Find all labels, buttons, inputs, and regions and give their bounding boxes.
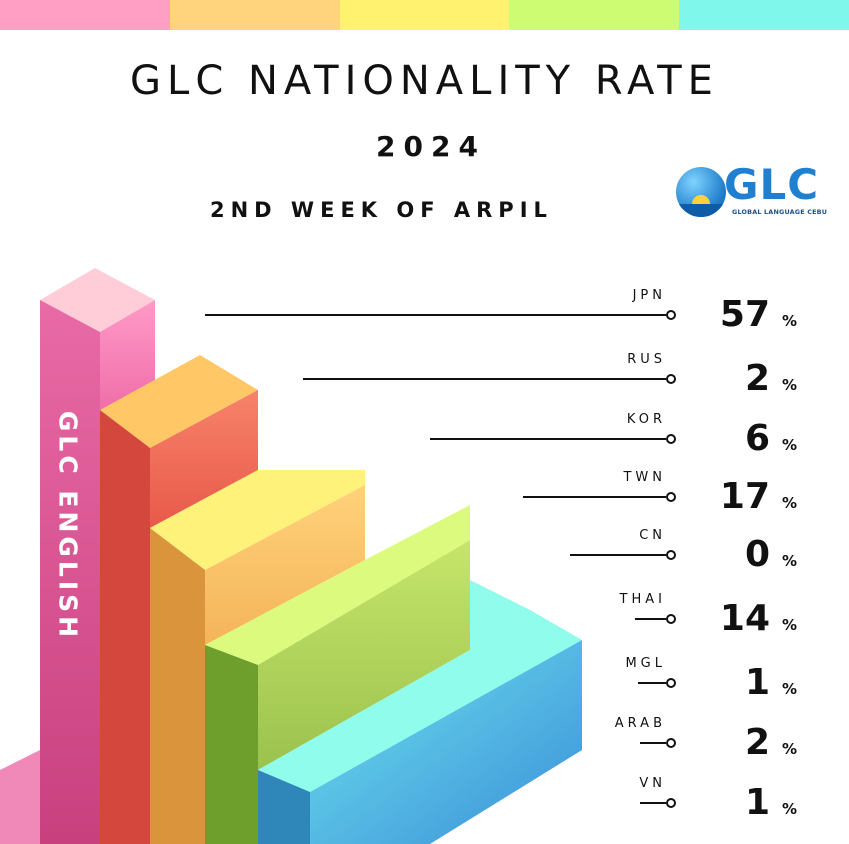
cyan-top xyxy=(258,580,582,792)
yellow-front xyxy=(150,528,205,844)
stripe-green xyxy=(509,0,680,30)
nationality-value: 1 xyxy=(744,662,770,703)
year-label: 2024 xyxy=(376,130,486,163)
subtitle: 2ND WEEK OF ARPIL xyxy=(210,198,553,222)
pink-front xyxy=(40,300,100,844)
nationality-code: MGL xyxy=(625,656,666,671)
page-title: GLC NATIONALITY RATE xyxy=(130,58,719,104)
percent-sign: % xyxy=(782,740,798,758)
cyan-side xyxy=(310,640,582,844)
orange-top xyxy=(100,355,258,448)
leader-dot xyxy=(666,310,676,320)
nationality-code: CN xyxy=(639,528,666,543)
orange-side xyxy=(150,390,258,528)
leader-line xyxy=(205,314,666,316)
nationality-value: 57 xyxy=(719,294,770,335)
top-color-stripe xyxy=(0,0,849,30)
nationality-code: TWN xyxy=(623,470,666,485)
leader-line xyxy=(570,554,666,556)
nationality-code: KOR xyxy=(626,412,666,427)
cyan-front xyxy=(258,770,310,844)
leader-dot xyxy=(666,434,676,444)
nationality-value: 0 xyxy=(744,534,770,575)
green-top xyxy=(205,505,470,665)
nationality-code: VN xyxy=(639,776,666,791)
leader-line xyxy=(640,742,666,744)
leader-dot xyxy=(666,374,676,384)
percent-sign: % xyxy=(782,552,798,570)
percent-sign: % xyxy=(782,680,798,698)
leader-line xyxy=(640,802,666,804)
leader-dot xyxy=(666,492,676,502)
percent-sign: % xyxy=(782,376,798,394)
nationality-value: 2 xyxy=(744,722,770,763)
percent-sign: % xyxy=(782,494,798,512)
leader-dot xyxy=(666,798,676,808)
leader-dot xyxy=(666,550,676,560)
globe-island-icon xyxy=(676,167,726,217)
percent-sign: % xyxy=(782,312,798,330)
leader-line xyxy=(638,682,666,684)
sun-icon xyxy=(692,195,710,205)
stripe-pink xyxy=(0,0,170,30)
leader-line xyxy=(523,496,666,498)
yellow-side xyxy=(205,485,365,645)
percent-sign: % xyxy=(782,800,798,818)
nationality-code: JPN xyxy=(632,288,666,303)
vertical-label-text: GLC ENGLISH xyxy=(53,410,83,642)
nationality-code: ARAB xyxy=(614,716,666,731)
nationality-code: THAI xyxy=(619,592,666,607)
nationality-code: RUS xyxy=(627,352,666,367)
leader-line xyxy=(303,378,666,380)
vertical-label: GLC ENGLISH xyxy=(18,411,118,645)
green-front xyxy=(205,645,258,844)
leader-dot xyxy=(666,614,676,624)
nationality-value: 14 xyxy=(719,598,770,639)
pink-top xyxy=(40,268,155,332)
leader-dot xyxy=(666,678,676,688)
stripe-cyan xyxy=(679,0,849,30)
logo-tagline: GLOBAL LANGUAGE CEBU xyxy=(732,208,828,216)
stripe-orange xyxy=(169,0,340,30)
logo-text: GLC xyxy=(724,160,820,209)
nationality-value: 2 xyxy=(744,358,770,399)
leader-line xyxy=(430,438,666,440)
yellow-top xyxy=(150,470,365,570)
sea-icon xyxy=(676,204,726,217)
percent-sign: % xyxy=(782,616,798,634)
leader-line xyxy=(635,618,666,620)
nationality-value: 17 xyxy=(719,476,770,517)
nationality-value: 6 xyxy=(744,418,770,459)
leader-dot xyxy=(666,738,676,748)
glc-logo: GLC GLOBAL LANGUAGE CEBU xyxy=(674,162,829,222)
green-side xyxy=(258,540,470,770)
stripe-yellow xyxy=(339,0,510,30)
percent-sign: % xyxy=(782,436,798,454)
nationality-value: 1 xyxy=(744,782,770,823)
orange-front xyxy=(100,410,150,844)
pink-side xyxy=(100,300,155,410)
